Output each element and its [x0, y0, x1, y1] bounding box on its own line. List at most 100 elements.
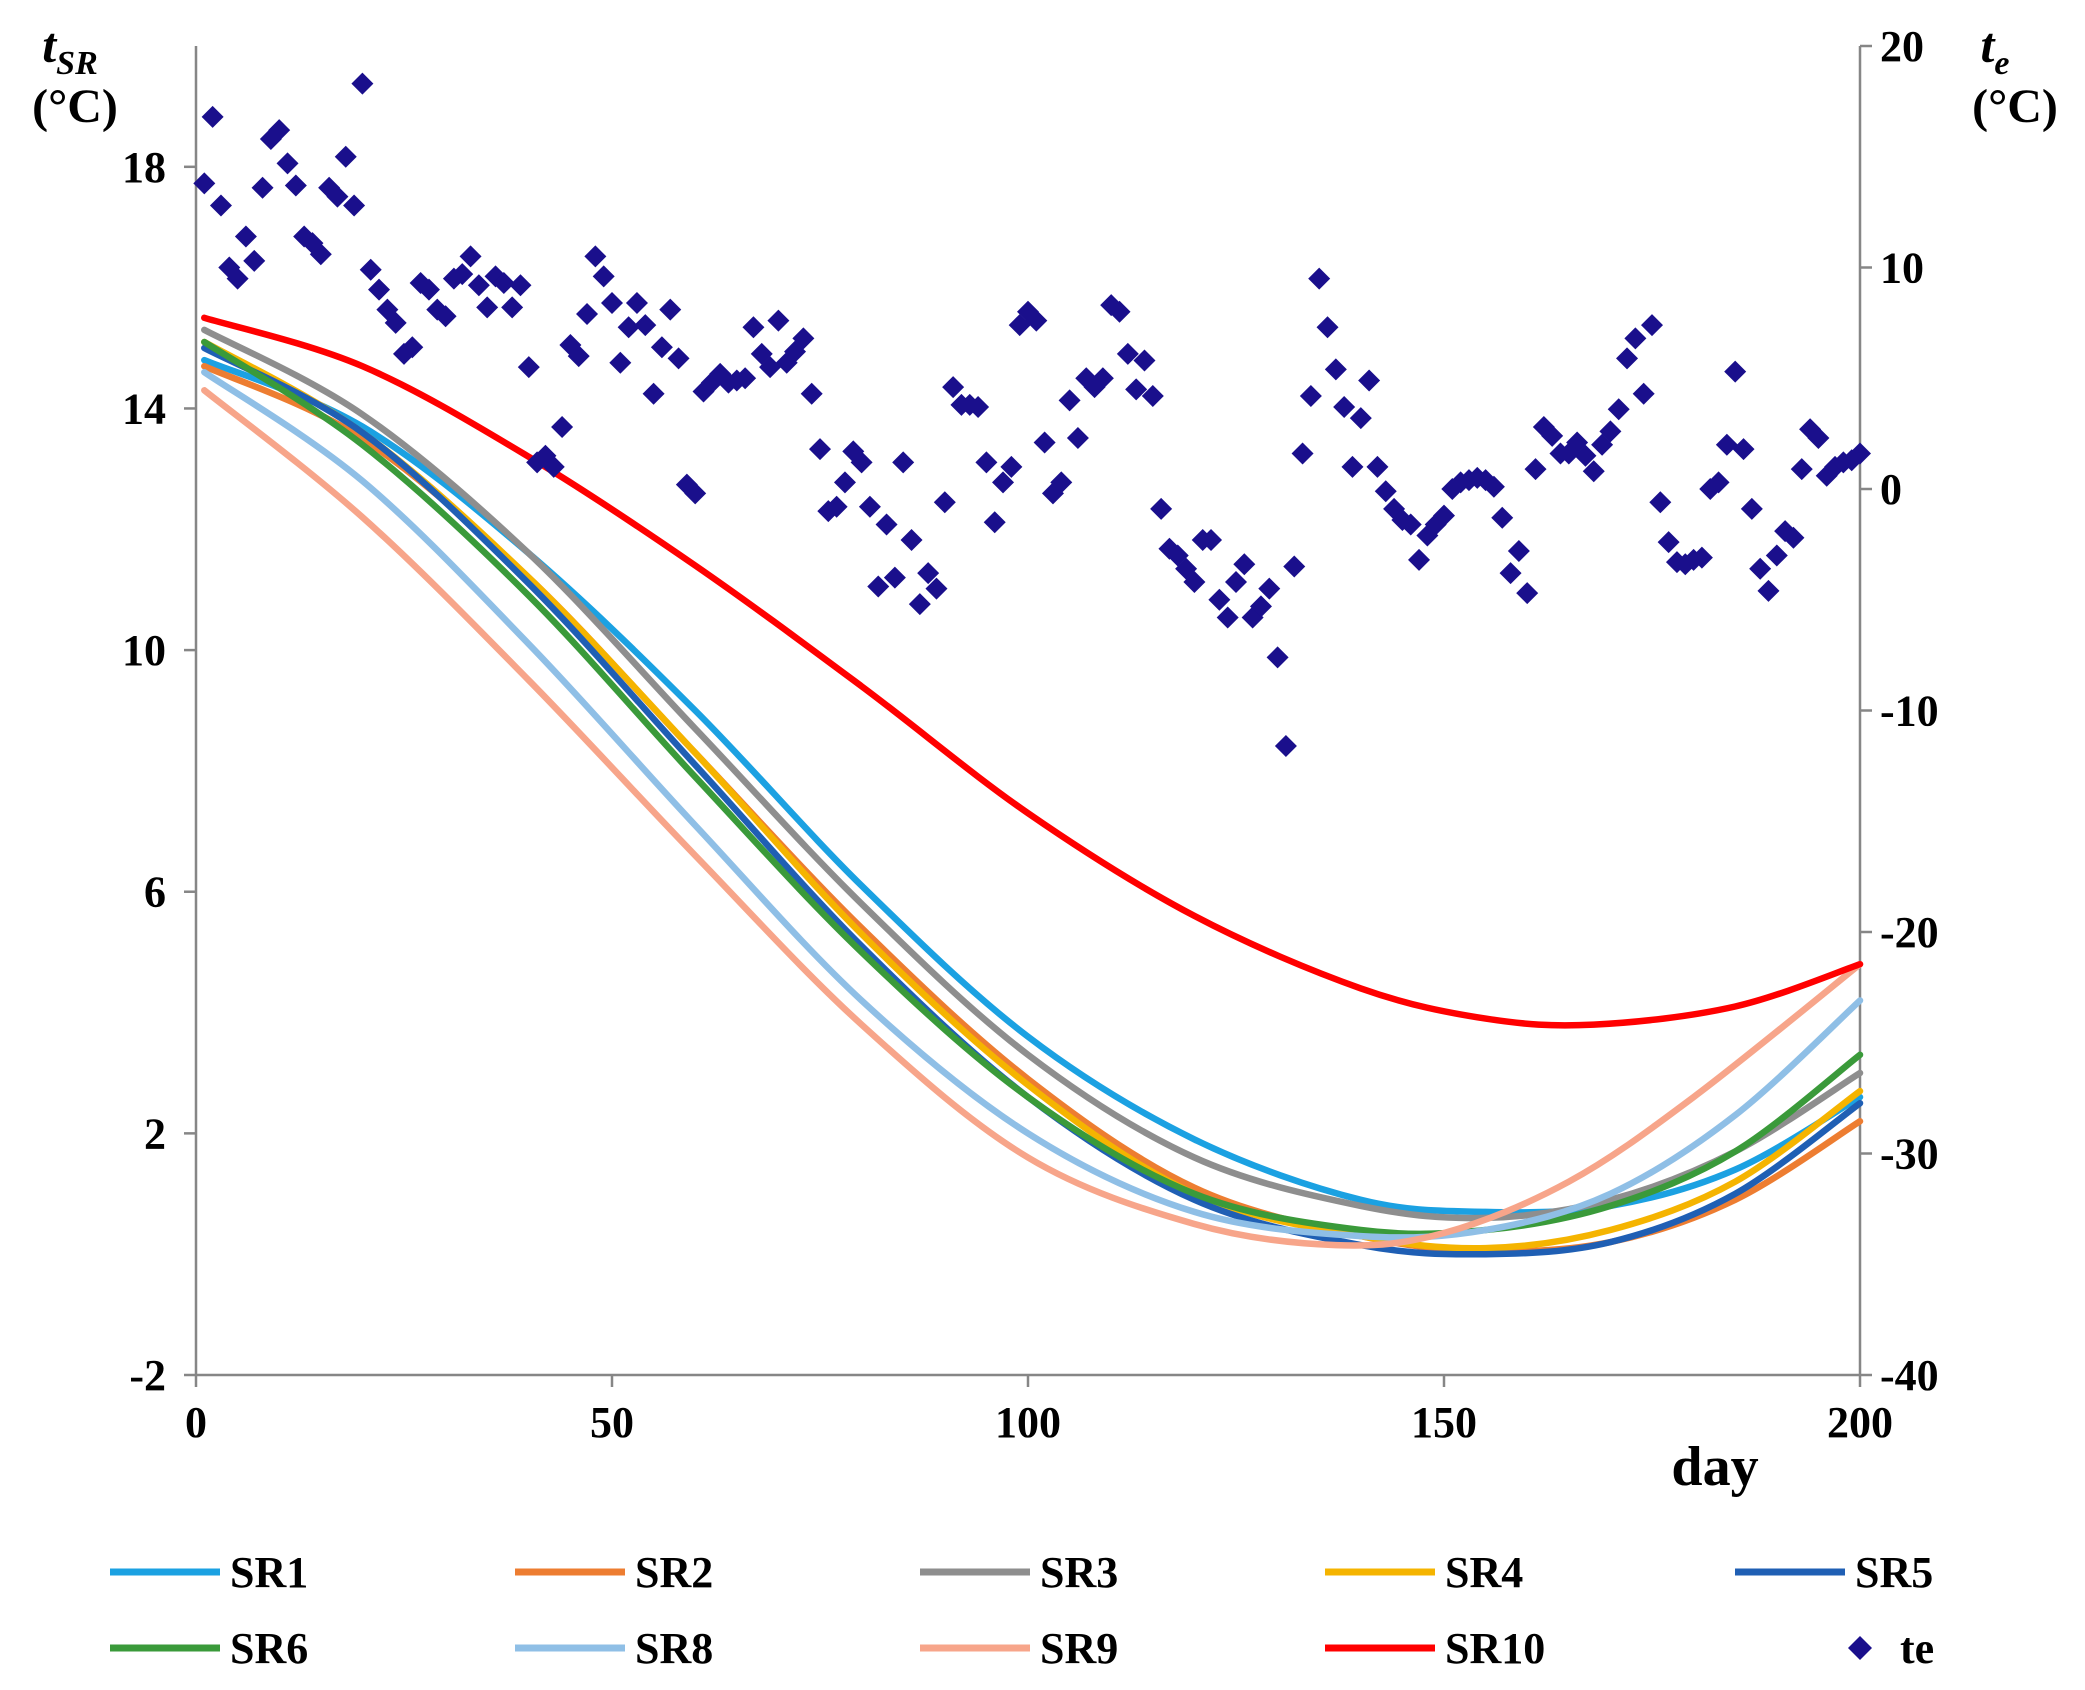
te-point-day-24 [384, 311, 407, 334]
y-right-tick-label--30: -30 [1880, 1130, 1939, 1179]
te-point-day-66 [734, 367, 757, 390]
te-point-day-48 [584, 245, 607, 268]
te-point-day-73 [792, 327, 815, 350]
te-point-day-12 [284, 174, 307, 197]
axes [194, 46, 1862, 1377]
te-point-day-32 [451, 263, 474, 286]
te-point-day-181 [1690, 546, 1713, 569]
y-left-tick-label--2: -2 [129, 1351, 166, 1400]
legend-label-sr9: SR9 [1040, 1624, 1118, 1673]
te-point-day-190 [1765, 544, 1788, 567]
x-tick-label-150: 150 [1411, 1398, 1477, 1447]
te-point-day-55 [642, 382, 665, 405]
te-point-day-147 [1408, 548, 1431, 571]
series-line-sr10 [201, 314, 1864, 1029]
te-point-day-123 [1208, 588, 1231, 611]
legend-label-sr3: SR3 [1040, 1548, 1118, 1597]
legend-label-sr6: SR6 [230, 1624, 308, 1673]
te-points [193, 72, 1871, 757]
y-left-title-main: t [42, 17, 58, 73]
y-left-tick-label-10: 10 [122, 626, 166, 675]
te-point-day-67 [742, 316, 765, 339]
legend-label-sr8: SR8 [635, 1624, 713, 1673]
te-point-day-143 [1374, 480, 1397, 503]
te-point-day-6 [234, 225, 257, 248]
te-point-day-146 [1399, 513, 1422, 536]
te-point-day-189 [1757, 579, 1780, 602]
te-point-day-139 [1341, 455, 1364, 478]
te-point-day-112 [1116, 342, 1139, 365]
legend-label-sr5: SR5 [1855, 1548, 1933, 1597]
te-point-day-200 [1849, 442, 1871, 465]
y-right-tick-label-10: 10 [1880, 244, 1924, 293]
te-point-day-128 [1249, 595, 1272, 618]
te-point-day-77 [825, 495, 848, 518]
y-right-tick-label--40: -40 [1880, 1351, 1939, 1400]
x-tick-label-100: 100 [995, 1398, 1061, 1447]
series-line-sr4 [201, 338, 1864, 1252]
te-point-day-91 [942, 376, 965, 399]
y-right-tick-label--10: -10 [1880, 687, 1939, 736]
legend-item-te: te [1848, 1624, 1934, 1673]
te-point-day-115 [1141, 384, 1164, 407]
te-point-day-168 [1582, 460, 1605, 483]
legend-label-sr2: SR2 [635, 1548, 713, 1597]
legend-item-sr3: SR3 [920, 1548, 1118, 1597]
x-tick-label-0: 0 [185, 1398, 207, 1447]
te-point-day-90 [933, 491, 956, 514]
te-point-day-56 [650, 336, 673, 359]
te-point-day-47 [576, 303, 599, 326]
y-right-axis-title: te [1981, 17, 2010, 82]
legend-item-sr4: SR4 [1325, 1548, 1523, 1597]
te-point-day-113 [1125, 378, 1148, 401]
legend-label-sr10: SR10 [1445, 1624, 1545, 1673]
te-point-day-57 [659, 298, 682, 321]
te-point-day-26 [401, 336, 424, 359]
te-point-day-22 [368, 278, 391, 301]
legend-item-sr2: SR2 [515, 1548, 713, 1597]
te-point-day-7 [243, 249, 266, 272]
ticks: 0 50 100 150 200 -2 2 6 10 14 18 -40 -30 -20 -10 0 10 20 [122, 22, 1939, 1447]
te-point-day-167 [1574, 444, 1597, 467]
te-point-day-187 [1740, 497, 1763, 520]
legend-item-sr10: SR10 [1325, 1624, 1545, 1673]
te-point-day-3 [209, 194, 232, 217]
te-point-day-46 [567, 345, 590, 368]
te-point-day-58 [667, 347, 690, 370]
te-point-day-98 [1000, 455, 1023, 478]
legend-marker-te [1848, 1636, 1872, 1660]
te-point-day-44 [551, 415, 574, 438]
te-point-day-134 [1299, 384, 1322, 407]
te-point-day-185 [1724, 360, 1747, 383]
te-point-day-38 [501, 296, 524, 319]
te-point-day-87 [908, 593, 931, 616]
te-point-day-142 [1366, 455, 1389, 478]
te-point-day-15 [309, 243, 332, 266]
te-point-day-156 [1482, 475, 1505, 498]
te-point-day-172 [1616, 347, 1639, 370]
te-point-day-1 [193, 172, 216, 195]
legend-item-sr8: SR8 [515, 1624, 713, 1673]
y-right-tick-label-20: 20 [1880, 22, 1924, 71]
te-point-day-159 [1507, 540, 1530, 563]
te-point-day-21 [359, 258, 382, 281]
te-point-day-114 [1133, 349, 1156, 372]
te-point-day-161 [1524, 458, 1547, 481]
legend-label-te: te [1900, 1624, 1934, 1673]
te-point-day-120 [1183, 571, 1206, 594]
te-point-day-135 [1308, 267, 1331, 290]
y-right-tick-label-0: 0 [1880, 465, 1902, 514]
te-point-day-49 [592, 265, 615, 288]
te-point-day-160 [1516, 582, 1539, 605]
te-point-day-111 [1108, 300, 1131, 323]
te-point-day-83 [875, 513, 898, 536]
te-point-day-173 [1624, 327, 1647, 350]
te-point-day-34 [467, 274, 490, 297]
te-point-day-186 [1732, 438, 1755, 461]
te-point-day-30 [434, 305, 457, 328]
te-point-day-131 [1274, 734, 1297, 757]
te-point-day-137 [1324, 358, 1347, 381]
te-point-day-150 [1433, 504, 1455, 527]
